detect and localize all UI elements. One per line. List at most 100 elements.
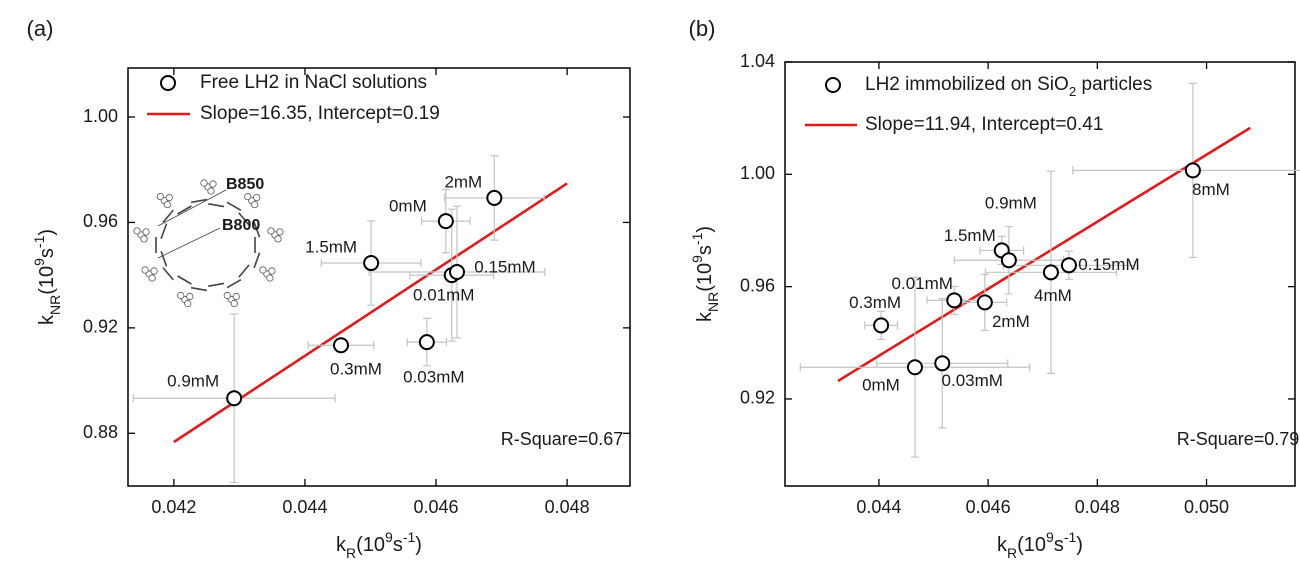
pigment [253, 252, 261, 269]
annotation: R-Square=0.67 [501, 429, 624, 449]
data-point [934, 355, 951, 372]
pigment [162, 267, 174, 281]
pigment [190, 286, 207, 292]
text-part: k [336, 534, 347, 556]
pigment [160, 251, 168, 267]
pigment [160, 223, 168, 239]
lh2-inset [133, 179, 284, 308]
text-part: -1 [403, 529, 416, 545]
antenna-blob [267, 227, 275, 235]
text-part: ) [694, 226, 716, 233]
legend-label: Slope=11.94, Intercept=0.41 [865, 114, 1103, 135]
point-label: 0.03mM [942, 371, 1003, 390]
antenna-blob [142, 228, 150, 236]
legend-marker [160, 75, 176, 91]
text-part: NR [47, 295, 63, 315]
text-part: s [36, 248, 58, 258]
panel-label: (b) [689, 16, 716, 41]
y-axis-title: kNR(109s-1) [31, 229, 63, 325]
plot-frame [784, 61, 1296, 487]
y-tick-label: 1.00 [740, 163, 775, 183]
antenna-blob [156, 192, 164, 201]
x-tick-label: 0.048 [1075, 497, 1120, 517]
antenna-blob [186, 292, 194, 301]
antenna-blob [163, 200, 171, 209]
data-point [1184, 162, 1201, 179]
text-part: 9 [1046, 529, 1054, 545]
point-label: 0.03mM [403, 368, 464, 387]
text-part: 9 [385, 529, 393, 545]
text-part: -1 [689, 232, 705, 245]
pigment [226, 279, 242, 289]
pigment [162, 209, 174, 223]
antenna-blob [148, 274, 156, 282]
x-tick-label: 0.050 [1184, 497, 1229, 517]
plot-frame [127, 67, 631, 487]
text-part: ) [36, 229, 58, 236]
data-point [1060, 257, 1077, 274]
y-tick-label: 0.92 [740, 388, 775, 408]
annotation: R-Square=0.79 [1177, 429, 1300, 449]
point-label: 8mM [1192, 180, 1230, 199]
text-part: s [694, 245, 716, 255]
text-part: -1 [31, 235, 47, 248]
data-point [418, 334, 435, 351]
point-label: 0.9mM [985, 194, 1037, 213]
antenna-blob [133, 227, 141, 235]
pointer [157, 189, 227, 227]
antenna-blob [244, 192, 252, 201]
pigment [208, 282, 225, 287]
x-tick-label: 0.044 [856, 497, 901, 517]
panel-label: (a) [27, 16, 54, 41]
antenna-blob [253, 193, 261, 202]
legend-label: LH2 immobilized on SiO2 particles [865, 74, 1152, 99]
antenna-blob [223, 291, 231, 300]
point-label: 1.5mM [305, 238, 357, 257]
text-part: s [393, 534, 403, 556]
text-part: k [36, 314, 58, 325]
point-label: 0.3mM [330, 360, 382, 379]
text-part: R [346, 545, 356, 561]
point-label: 0.01mM [413, 286, 474, 305]
antenna-blob [200, 179, 208, 187]
pigment [177, 275, 192, 285]
y-tick-label: 0.96 [83, 211, 118, 231]
antenna-blob [207, 187, 215, 195]
text-part: (10 [694, 263, 716, 292]
point-label: 0.9mM [167, 372, 219, 391]
point-label: 1.5mM [944, 226, 996, 245]
y-tick-label: 1.04 [740, 51, 775, 71]
data-point [873, 317, 890, 334]
pigment [253, 221, 261, 238]
pointer [157, 227, 221, 259]
pigment [226, 201, 242, 211]
antenna-blob [140, 235, 148, 243]
x-tick-label: 0.048 [545, 497, 590, 517]
data-point [226, 390, 243, 407]
text-part: R [1007, 545, 1017, 561]
legend-label: Slope=16.35, Intercept=0.19 [200, 103, 440, 124]
pigment [208, 203, 225, 208]
text-part: 9 [689, 255, 705, 263]
antenna-blob [274, 235, 282, 243]
antenna-blob [266, 274, 274, 282]
pigment [238, 212, 250, 226]
text-part: ) [1076, 534, 1083, 556]
data-point [448, 263, 465, 280]
text-part: k [694, 311, 716, 322]
data-point [976, 294, 993, 311]
y-tick-label: 0.88 [83, 422, 118, 442]
y-tick-label: 1.00 [83, 106, 118, 126]
y-tick-label: 0.92 [83, 317, 118, 337]
data-point [946, 292, 963, 309]
data-point [437, 213, 454, 230]
text-part: LH2 immobilized on SiO [865, 74, 1069, 95]
legend-marker [825, 77, 841, 93]
point-label: 0.15mM [474, 257, 535, 276]
x-tick-label: 0.042 [151, 497, 196, 517]
point-label: 0.01mM [892, 274, 953, 293]
antenna-blob [268, 267, 276, 275]
legend-label: Free LH2 in NaCl solutions [200, 72, 427, 93]
data-point [906, 359, 923, 376]
